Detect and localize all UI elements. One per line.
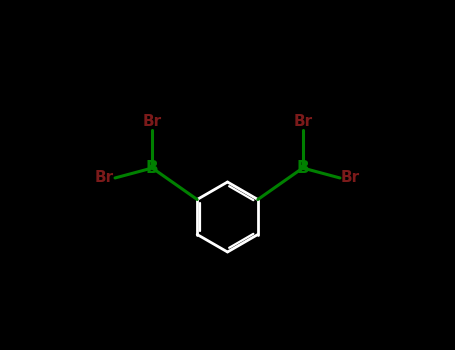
- Text: B: B: [146, 159, 158, 177]
- Text: Br: Br: [143, 114, 162, 129]
- Text: Br: Br: [95, 170, 114, 186]
- Text: B: B: [297, 159, 309, 177]
- Text: Br: Br: [341, 170, 360, 186]
- Text: Br: Br: [293, 114, 312, 129]
